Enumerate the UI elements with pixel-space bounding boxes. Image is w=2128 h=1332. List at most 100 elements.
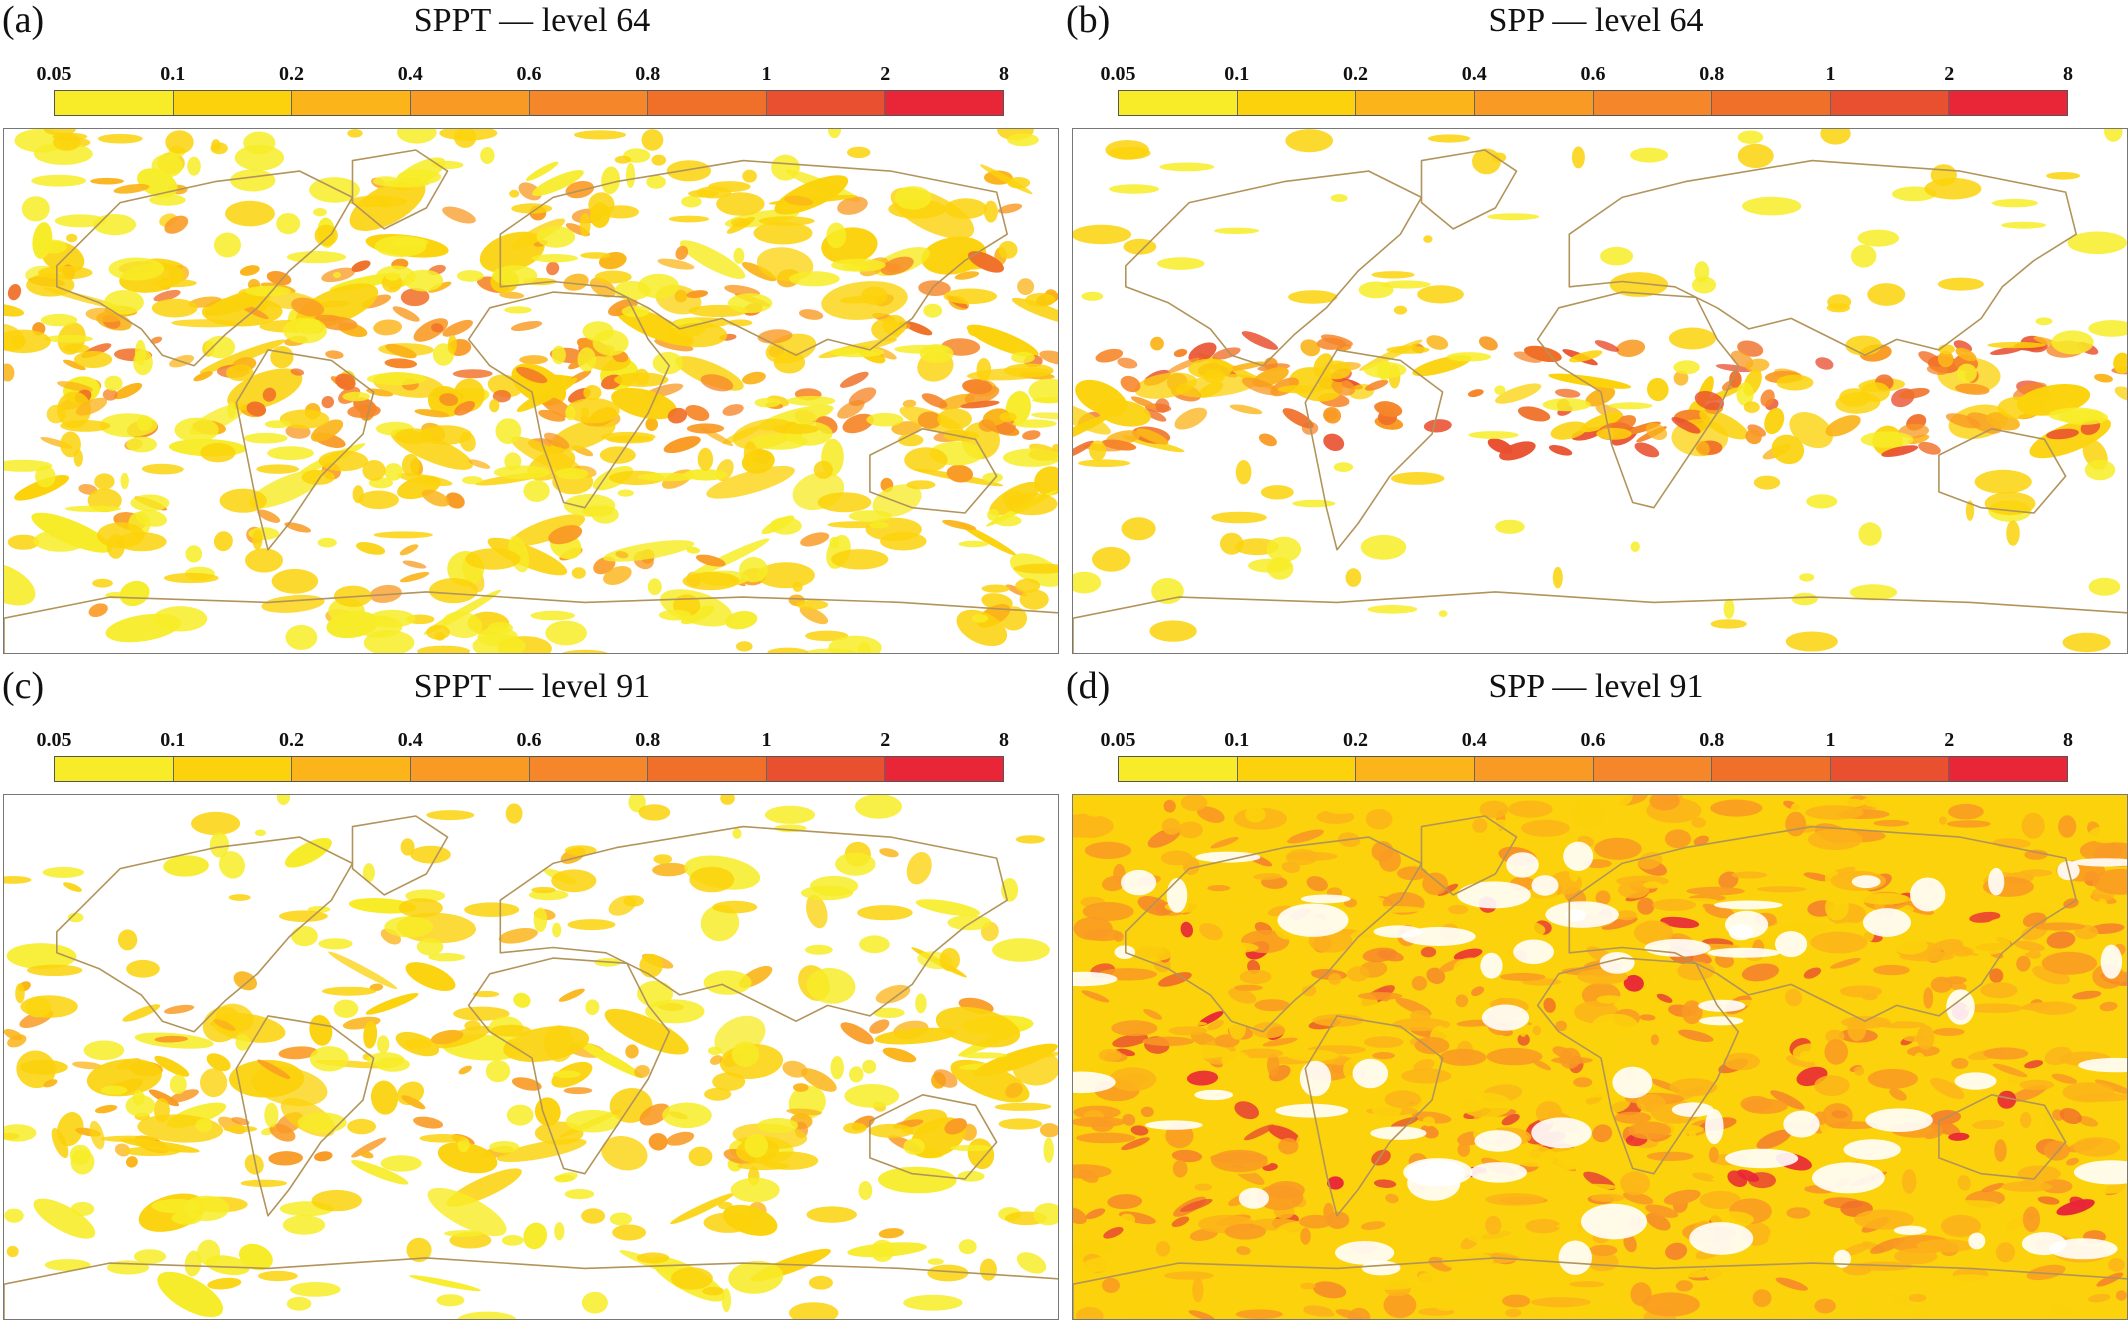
colorbar-swatch (292, 757, 411, 781)
coastline (1938, 427, 2067, 514)
colorbar-swatch (1830, 91, 1950, 115)
colorbar-swatch (1356, 757, 1475, 781)
map-frame (1072, 794, 2128, 1320)
colorbar-labels: 0.05 0.1 0.2 0.4 0.6 0.8 1 2 8 (1101, 62, 2074, 88)
coastline (1073, 591, 2127, 653)
colorbar-swatch (1712, 91, 1831, 115)
coastline (1938, 1093, 2067, 1180)
map-svg (4, 795, 1058, 1319)
colorbar-labels: 0.05 0.1 0.2 0.4 0.6 0.8 1 2 8 (37, 62, 1010, 88)
panel-title: SPPT — level 91 (413, 668, 651, 705)
colorbar-label: 0.1 (160, 729, 186, 751)
colorbar-swatch (766, 91, 886, 115)
colorbar-label: 0.6 (516, 729, 542, 751)
panel-title: SPPT — level 64 (413, 2, 651, 39)
colorbar-label: 0.4 (1461, 63, 1487, 85)
coastline (351, 149, 449, 230)
field-shading (1073, 129, 2127, 653)
colorbar-label: 0.8 (635, 63, 661, 85)
map-svg (1073, 795, 2127, 1319)
map-frame (1072, 128, 2128, 654)
colorbar-label: 0.1 (160, 63, 186, 85)
colorbar-label: 0.8 (1699, 729, 1725, 751)
colorbar-label: 0.1 (1224, 729, 1250, 751)
coastline (1304, 1015, 1444, 1217)
colorbar-label: 2 (1944, 729, 1955, 751)
colorbar-swatch (529, 91, 649, 115)
colorbar-label: 0.05 (1100, 729, 1136, 751)
colorbar (1118, 90, 2068, 116)
colorbar-label: 0.2 (279, 729, 304, 751)
colorbar (1118, 756, 2068, 782)
colorbar-label: 8 (999, 63, 1009, 85)
colorbar-swatch (173, 757, 293, 781)
colorbar-label: 0.2 (1343, 729, 1368, 751)
colorbar-label: 0.2 (279, 63, 304, 85)
panel-c: (c) SPPT — level 91 0.05 0.1 0.2 0.4 0.6 0.8 1… (0, 666, 1064, 1332)
colorbar-swatch (1474, 757, 1594, 781)
colorbar-label: 0.05 (1100, 63, 1136, 85)
colorbar-swatch (529, 757, 649, 781)
colorbar-label: 0.05 (36, 729, 72, 751)
coastlines (4, 149, 1058, 653)
panel-letter: (a) (2, 0, 45, 41)
colorbar-label: 2 (880, 63, 891, 85)
panel-d: (d) SPP — level 91 0.05 0.1 0.2 0.4 0.6 0.8 1 2… (1064, 666, 2128, 1332)
coastline (869, 427, 998, 514)
colorbar-label: 1 (1825, 63, 1836, 85)
panel-letter: (b) (1066, 0, 1111, 41)
colorbar-label: 8 (999, 729, 1009, 751)
colorbar-swatch (648, 91, 767, 115)
colorbar-swatch (648, 757, 767, 781)
colorbar-label: 0.6 (1580, 729, 1606, 751)
coastline (467, 291, 671, 509)
colorbar-label: 1 (761, 729, 772, 751)
colorbar-label: 0.8 (1699, 63, 1725, 85)
map-frame (3, 794, 1059, 1320)
coastline (869, 1093, 998, 1180)
colorbar-swatch (1593, 91, 1713, 115)
colorbar-swatch (1830, 757, 1950, 781)
colorbar-swatch (292, 91, 411, 115)
colorbar-label: 2 (880, 729, 891, 751)
colorbar-swatch (1949, 91, 2067, 115)
colorbar (54, 90, 1004, 116)
coastline (235, 349, 375, 551)
colorbar-label: 0.6 (1580, 63, 1606, 85)
coastline (1568, 159, 2078, 356)
coastline (235, 1015, 375, 1217)
coastline (351, 815, 449, 896)
colorbar-swatch (885, 91, 1003, 115)
colorbar-swatch (410, 757, 530, 781)
colorbar-label: 0.05 (36, 63, 72, 85)
coastline (55, 836, 354, 1033)
colorbar-swatch (1119, 757, 1238, 781)
coastlines (4, 815, 1058, 1319)
colorbar (54, 756, 1004, 782)
colorbar-label: 0.6 (516, 63, 542, 85)
coastline (1536, 291, 1740, 509)
colorbar-label: 2 (1944, 63, 1955, 85)
coastline (1420, 149, 1518, 230)
coastline (4, 591, 1058, 653)
colorbar-label: 0.1 (1224, 63, 1250, 85)
coastline (1124, 836, 1423, 1033)
coastline (1073, 1257, 2127, 1319)
colorbar-swatch (1712, 757, 1831, 781)
colorbar-label: 0.4 (397, 729, 423, 751)
colorbar-labels: 0.05 0.1 0.2 0.4 0.6 0.8 1 2 8 (1101, 728, 2074, 754)
panel-letter: (d) (1066, 665, 1111, 707)
panel-letter: (c) (2, 665, 45, 707)
colorbar-swatch (1356, 91, 1475, 115)
colorbar-label: 1 (1825, 729, 1836, 751)
colorbar-swatch (1474, 91, 1594, 115)
coastline (1420, 815, 1518, 896)
colorbar-label: 0.8 (635, 729, 661, 751)
colorbar-swatch (55, 91, 174, 115)
colorbar-swatch (885, 757, 1003, 781)
coastline (1536, 957, 1740, 1175)
colorbar-swatch (55, 757, 174, 781)
colorbar-swatch (410, 91, 530, 115)
map-svg (4, 129, 1058, 653)
colorbar-label: 0.2 (1343, 63, 1368, 85)
